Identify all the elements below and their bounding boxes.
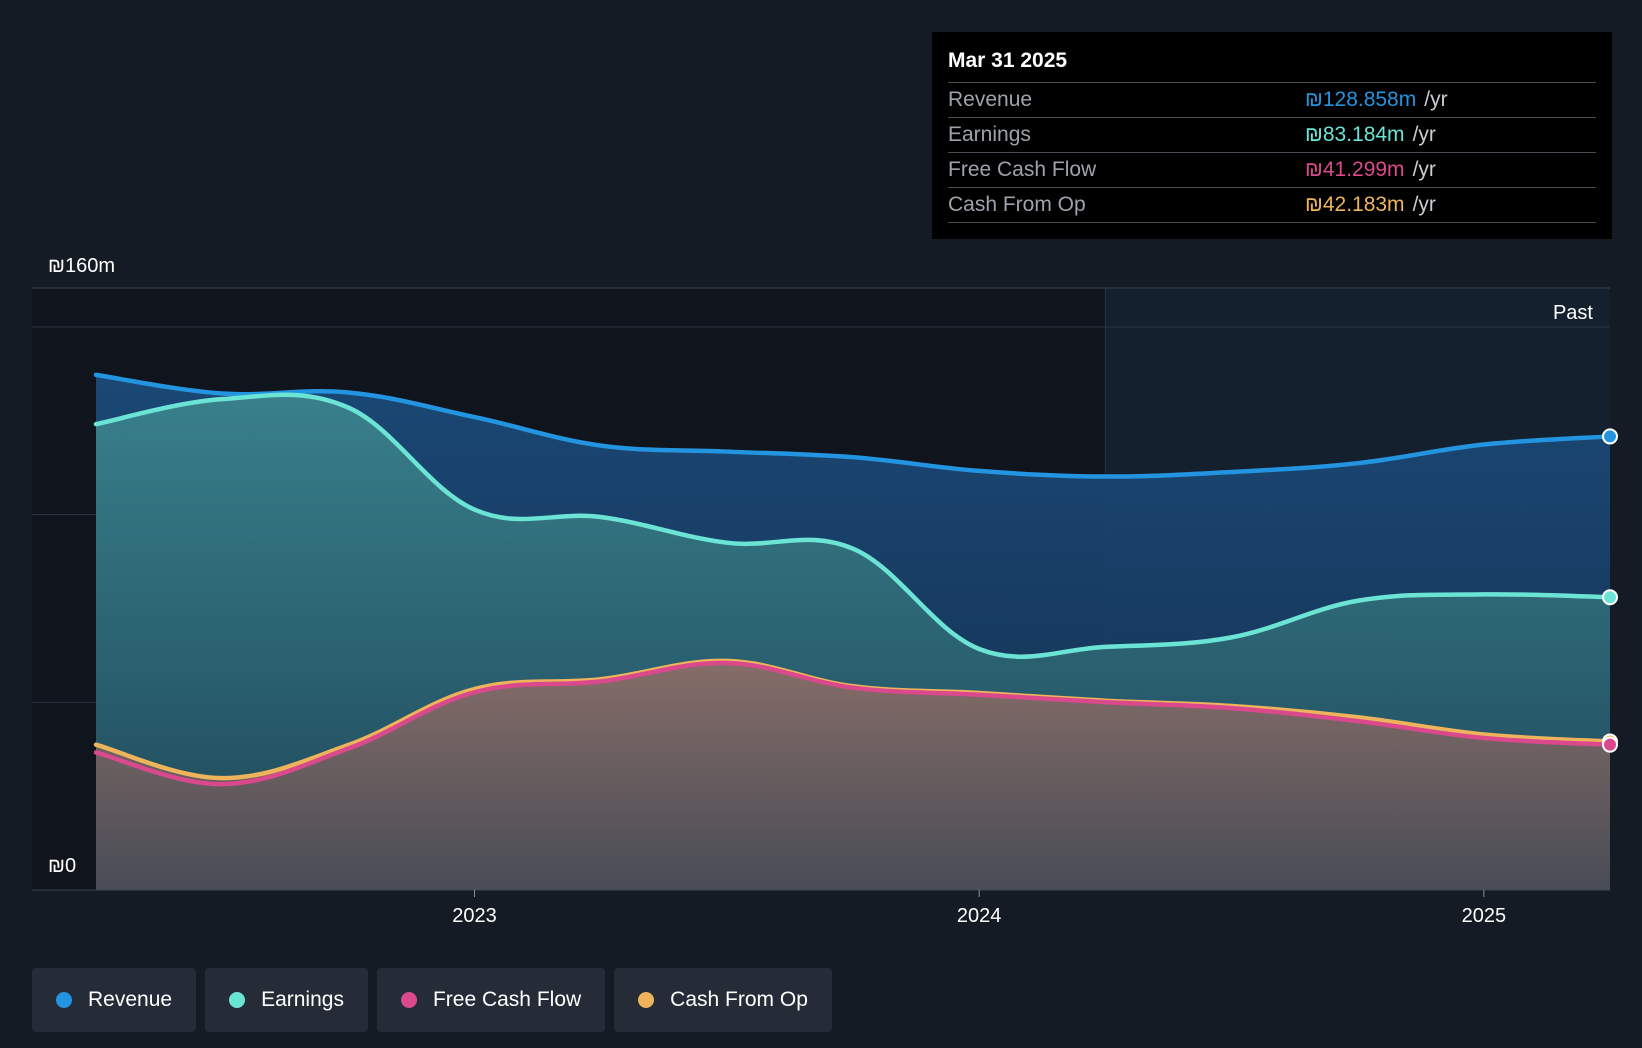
line-revenue <box>93 372 1613 479</box>
tooltip-date: Mar 31 2025 <box>948 46 1596 83</box>
line-earnings <box>93 392 1613 659</box>
point-earnings[interactable] <box>1602 589 1618 606</box>
legend-dot-icon <box>400 992 417 1008</box>
tooltip-row-earnings: Earnings ₪83.184m/yr <box>948 118 1596 153</box>
point-revenue[interactable] <box>1602 428 1618 445</box>
legend-item-earnings[interactable]: Earnings <box>205 968 368 1032</box>
tooltip-value: ₪42.183m/yr <box>1305 188 1436 222</box>
legend-label: Earnings <box>261 988 344 1011</box>
tooltip-label: Free Cash Flow <box>948 158 1097 181</box>
x-tick-label: 2024 <box>957 905 1002 927</box>
tooltip-value: ₪83.184m/yr <box>1305 118 1436 152</box>
legend-label: Revenue <box>88 988 173 1011</box>
legend-item-free-cash-flow[interactable]: Free Cash Flow <box>376 968 606 1032</box>
tooltip-label: Earnings <box>948 123 1031 146</box>
series-lines <box>93 372 1613 787</box>
y-tick-label-min: ₪0 <box>48 855 76 877</box>
tooltip-row-cash-from-op: Cash From Op ₪42.183m/yr <box>948 188 1596 223</box>
tooltip-value: ₪41.299m/yr <box>1305 153 1436 187</box>
past-label: Past <box>1553 302 1593 324</box>
tooltip-panel: Mar 31 2025 Revenue ₪128.858m/yr Earning… <box>932 32 1612 239</box>
tooltip-value-number: ₪83.184m <box>1305 123 1405 146</box>
tooltip-row-free-cash-flow: Free Cash Flow ₪41.299m/yr <box>948 153 1596 188</box>
axis-labels: ₪0 ₪160m 2023 2024 2025 Past <box>48 255 1593 927</box>
tooltip-unit: /yr <box>1412 193 1436 216</box>
legend-item-revenue[interactable]: Revenue <box>32 968 197 1032</box>
tooltip-label: Revenue <box>948 88 1033 111</box>
series-areas <box>96 374 1610 891</box>
tooltip-value-number: ₪128.858m <box>1305 88 1417 111</box>
tooltip-unit: /yr <box>1412 123 1436 146</box>
tooltip-label: Cash From Op <box>948 193 1086 216</box>
x-tick-label: 2025 <box>1462 905 1507 927</box>
tooltip-value-number: ₪42.183m <box>1305 193 1405 216</box>
tooltip-value: ₪128.858m/yr <box>1305 83 1448 117</box>
legend-label: Free Cash Flow <box>432 988 582 1011</box>
legend-dot-icon <box>638 992 655 1008</box>
legend-item-cash-from-op[interactable]: Cash From Op <box>614 968 832 1032</box>
tooltip-unit: /yr <box>1424 88 1448 111</box>
legend-label: Cash From Op <box>670 988 808 1011</box>
tooltip-value-number: ₪41.299m <box>1305 158 1405 181</box>
area-cash-from-op <box>96 660 1610 890</box>
legend: Revenue Earnings Free Cash Flow Cash Fro… <box>32 968 832 1032</box>
series-end-points[interactable] <box>1602 428 1618 753</box>
tooltip-row-revenue: Revenue ₪128.858m/yr <box>948 83 1596 118</box>
legend-dot-icon <box>229 992 246 1008</box>
y-tick-label-max: ₪160m <box>48 255 115 277</box>
tooltip-unit: /yr <box>1412 158 1436 181</box>
legend-dot-icon <box>56 992 72 1008</box>
point-free-cash-flow[interactable] <box>1602 736 1618 753</box>
x-tick-label: 2023 <box>452 905 497 927</box>
line-free-cash-flow <box>93 660 1613 787</box>
